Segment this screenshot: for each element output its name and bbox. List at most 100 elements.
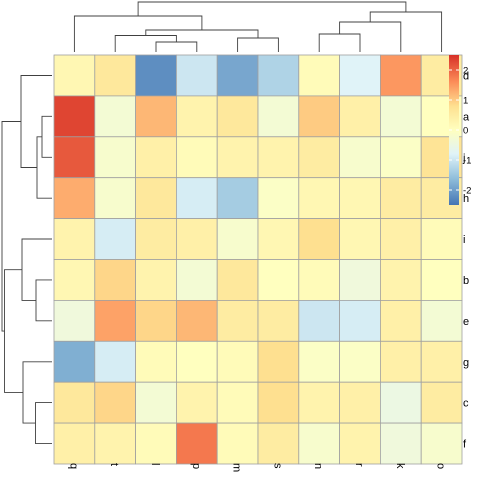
heatmap-cell-a-r: [339, 95, 381, 138]
heatmap-cell-c-p: [175, 381, 218, 424]
heatmap-cell-e-s: [257, 299, 300, 342]
heatmap-cell-a-m: [216, 95, 259, 138]
heatmap-cell-c-k: [379, 381, 422, 424]
heatmap-cell-i-q: [53, 218, 96, 260]
column-label-k: k: [394, 463, 406, 469]
heatmap-cell-e-l: [135, 299, 177, 342]
column-label-o: o: [435, 463, 447, 469]
column-dendrogram-branch: [237, 37, 279, 52]
column-label-q: q: [67, 463, 79, 469]
heatmap-cell-j-s: [257, 136, 300, 179]
column-dendrogram-branch: [73, 15, 203, 52]
heatmap-cell-c-l: [135, 381, 177, 424]
heatmap-cell-a-t: [94, 95, 137, 138]
heatmap-cell-i-o: [420, 218, 463, 260]
heatmap-cell-f-k: [379, 422, 422, 465]
heatmap-cell-j-p: [175, 136, 218, 179]
heatmap-cell-a-s: [257, 95, 300, 138]
heatmap-cell-f-q: [53, 422, 96, 465]
row-dendrogram-branch: [4, 269, 23, 393]
heatmap-cell-e-n: [298, 299, 340, 342]
heatmap-cell-e-o: [420, 299, 463, 342]
column-dendrogram-branch: [318, 33, 361, 52]
heatmap-cell-e-k: [379, 299, 422, 342]
column-label-m: m: [231, 463, 243, 472]
heatmap-cell-b-r: [339, 259, 381, 301]
heatmap-cell-b-n: [298, 259, 340, 301]
column-dendrogram-branch: [114, 35, 177, 52]
color-legend: 2 1 0 -1 -2: [449, 55, 471, 205]
heatmap-cell-e-q: [53, 299, 96, 342]
heatmap-cell-b-q: [53, 259, 96, 301]
heatmap-cell-f-t: [94, 422, 137, 465]
column-label-n: n: [312, 463, 324, 469]
heatmap-cell-c-r: [339, 381, 381, 424]
heatmap-cell-a-n: [298, 95, 340, 138]
heatmap-cell-h-n: [298, 177, 340, 219]
row-dendrogram-branch: [41, 115, 52, 158]
heatmap-cell-h-t: [94, 177, 137, 219]
row-labels: d a j h i b e g c f: [462, 71, 470, 451]
heatmap-cell-h-p: [175, 177, 218, 219]
heatmap-cell-g-l: [135, 340, 177, 383]
heatmap-cell-g-k: [379, 340, 422, 383]
heatmap-cell-a-k: [379, 95, 422, 138]
heatmap-cell-b-k: [379, 259, 422, 301]
legend-tick-label: -1: [463, 156, 471, 167]
heatmap-cell-e-r: [339, 299, 381, 342]
row-label-f: f: [463, 439, 467, 451]
heatmap-cell-h-r: [339, 177, 381, 219]
heatmap-cell-g-m: [216, 340, 259, 383]
heatmap-cell-h-l: [135, 177, 177, 219]
row-dendrogram-branch: [36, 136, 52, 199]
column-label-t: t: [108, 463, 120, 466]
heatmap-cell-f-m: [216, 422, 259, 465]
row-dendrogram: [1, 75, 52, 445]
heatmap-cell-i-r: [339, 218, 381, 260]
row-label-c: c: [463, 398, 469, 410]
heatmap-cell-f-p: [175, 422, 218, 465]
row-dendrogram-branch: [22, 361, 52, 424]
heatmap-cell-j-t: [94, 136, 137, 179]
heatmap-cell-g-q: [53, 340, 96, 383]
column-dendrogram-branch: [369, 11, 443, 52]
heatmap-cell-d-p: [175, 54, 218, 97]
heatmap-cell-j-n: [298, 136, 340, 179]
heatmap-cell-d-m: [216, 54, 259, 97]
heatmap-cell-d-r: [339, 54, 381, 97]
column-label-s: s: [271, 463, 283, 469]
column-label-r: r: [353, 463, 365, 467]
heatmap-cells: [53, 54, 463, 465]
row-label-h: h: [463, 193, 469, 205]
heatmap-cell-a-q: [53, 95, 96, 138]
row-dendrogram-branch: [35, 279, 52, 322]
heatmap-cell-e-t: [94, 299, 137, 342]
heatmap-cell-i-n: [298, 218, 340, 260]
heatmap-cell-g-s: [257, 340, 300, 383]
row-label-g: g: [463, 357, 469, 369]
row-dendrogram-branch: [21, 238, 52, 301]
legend-tick-label: 1: [463, 96, 468, 107]
column-label-l: l: [149, 463, 161, 465]
heatmap-cell-j-q: [53, 136, 96, 179]
heatmap-cell-i-k: [379, 218, 422, 260]
column-label-p: p: [190, 463, 202, 469]
heatmap-cell-h-m: [216, 177, 259, 219]
heatmap-cell-f-l: [135, 422, 177, 465]
heatmap-cell-g-o: [420, 340, 463, 383]
heatmap-cell-i-s: [257, 218, 300, 260]
heatmap-cell-h-q: [53, 177, 96, 219]
row-dendrogram-branch: [1, 121, 21, 332]
row-label-d: d: [463, 71, 469, 83]
legend-tick-label: 0: [463, 126, 468, 137]
heatmap-cell-j-m: [216, 136, 259, 179]
heatmap-cell-f-r: [339, 422, 381, 465]
heatmap-cell-h-k: [379, 177, 422, 219]
heatmap-cell-i-p: [175, 218, 218, 260]
heatmap-cell-f-s: [257, 422, 300, 465]
heatmap-cell-a-p: [175, 95, 218, 138]
row-dendrogram-branch: [20, 75, 52, 168]
heatmap-cell-i-l: [135, 218, 177, 260]
